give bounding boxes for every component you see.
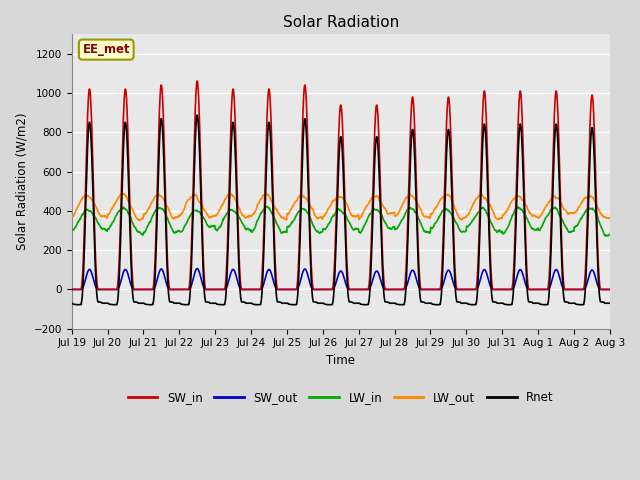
Y-axis label: Solar Radiation (W/m2): Solar Radiation (W/m2) [15,113,28,250]
X-axis label: Time: Time [326,354,355,367]
Title: Solar Radiation: Solar Radiation [283,15,399,30]
Text: EE_met: EE_met [83,43,130,56]
Legend: SW_in, SW_out, LW_in, LW_out, Rnet: SW_in, SW_out, LW_in, LW_out, Rnet [124,386,558,408]
